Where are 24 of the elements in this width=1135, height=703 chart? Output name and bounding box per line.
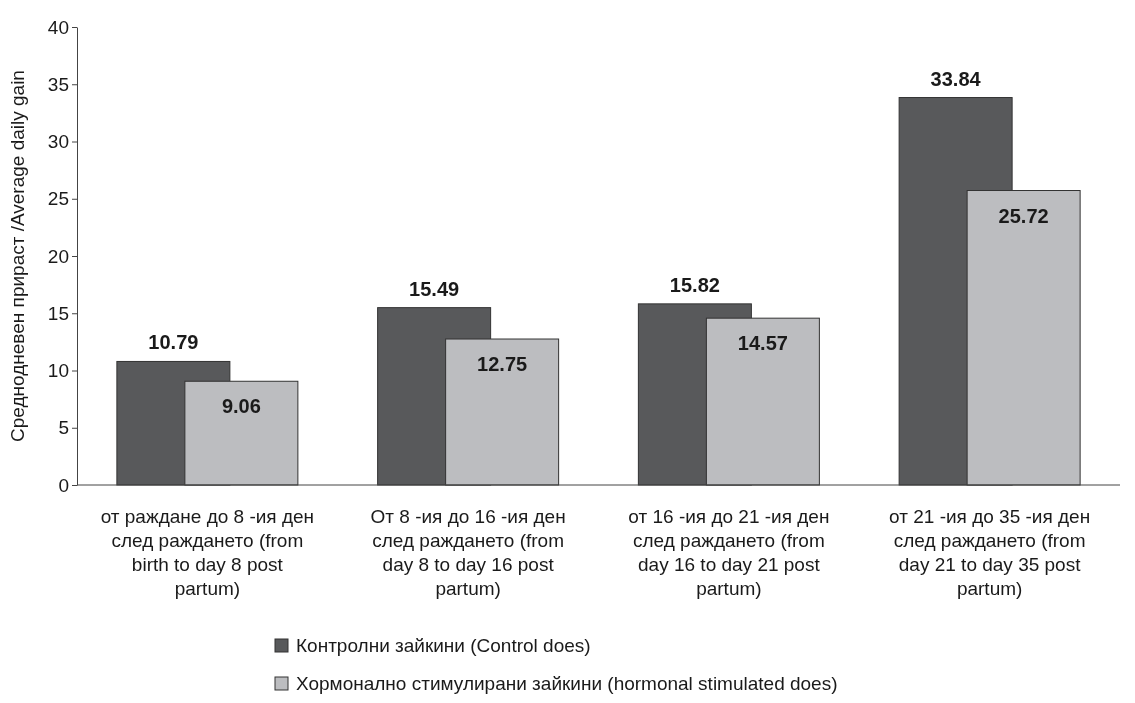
x-tick-label: От 8 -ия до 16 -ия ден след раждането (from day 8 to day 16 post partum) <box>370 506 566 599</box>
data-label: 10.79 <box>148 331 199 354</box>
data-label: 9.06 <box>221 395 261 418</box>
y-axis-title: Среднодневен прираст /Average daily gain <box>7 70 28 442</box>
y-tick-label: 0 <box>58 474 69 496</box>
data-label: 14.57 <box>737 332 788 355</box>
y-tick-label: 30 <box>47 131 69 153</box>
x-tick-label: от 21 -ия до 35 -ия ден след раждането (from day 21 to day 35 post partum) <box>889 506 1091 599</box>
y-tick-label: 10 <box>47 360 69 382</box>
data-label: 12.75 <box>477 353 528 376</box>
y-tick-label: 5 <box>58 417 69 439</box>
data-label: 15.49 <box>409 277 460 300</box>
y-tick-label: 25 <box>47 188 69 210</box>
legend-label: Контролни зайкини (Control does) <box>296 635 591 656</box>
x-tick-label: от раждане до 8 -ия ден след раждането (from birth to day 8 post partum) <box>100 506 315 599</box>
y-tick-label: 20 <box>47 245 69 267</box>
data-label: 33.84 <box>930 67 982 90</box>
y-tick-label: 35 <box>47 73 69 95</box>
legend-label: Хормонално стимулирани зайкини (hormonal stimulated does) <box>296 673 838 694</box>
data-label: 15.82 <box>669 273 720 296</box>
x-tick-label: от 16 -ия до 21 -ия ден след раждането (from day 16 to day 21 post partum) <box>628 506 830 599</box>
y-tick-label: 40 <box>47 16 69 38</box>
y-tick-label: 15 <box>47 302 69 324</box>
data-label: 25.72 <box>998 204 1049 227</box>
